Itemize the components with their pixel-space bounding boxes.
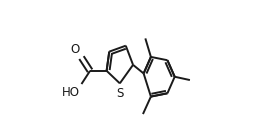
Text: S: S (116, 87, 123, 100)
Text: HO: HO (62, 86, 80, 99)
Text: O: O (71, 43, 80, 56)
